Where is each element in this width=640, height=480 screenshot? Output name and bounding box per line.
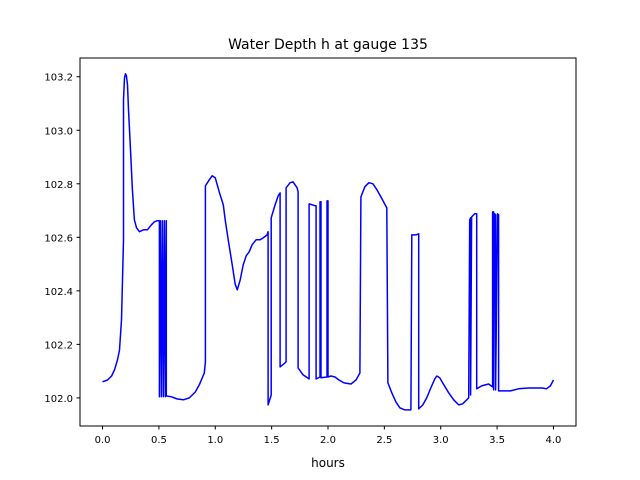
x-tick-label: 0.5 xyxy=(151,435,167,446)
y-tick-label: 102.8 xyxy=(44,180,73,191)
y-tick-label: 102.4 xyxy=(44,287,73,298)
x-tick-label: 1.0 xyxy=(207,435,223,446)
x-tick-label: 4.0 xyxy=(546,435,562,446)
y-tick-label: 103.0 xyxy=(44,126,73,137)
y-tick-label: 102.0 xyxy=(44,394,73,405)
y-tick-label: 102.6 xyxy=(44,233,73,244)
x-tick-label: 3.5 xyxy=(489,435,505,446)
x-axis-label: hours xyxy=(311,456,345,470)
x-tick-label: 3.0 xyxy=(433,435,449,446)
series-line-h xyxy=(102,73,555,411)
chart-title: Water Depth h at gauge 135 xyxy=(228,37,428,53)
x-tick-label: 0.0 xyxy=(95,435,111,446)
x-tick-label: 2.0 xyxy=(320,435,336,446)
x-tick-label: 2.5 xyxy=(376,435,392,446)
x-tick-label: 1.5 xyxy=(264,435,280,446)
y-tick-label: 102.2 xyxy=(44,340,73,351)
y-tick-label: 103.2 xyxy=(44,73,73,84)
